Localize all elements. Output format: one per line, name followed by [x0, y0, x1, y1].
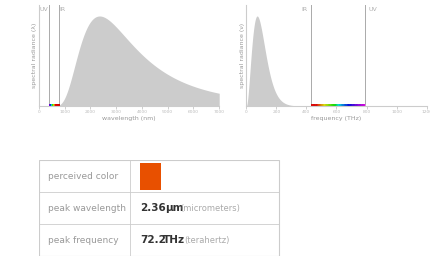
Text: perceived color: perceived color — [48, 172, 118, 181]
Text: UV: UV — [40, 8, 48, 12]
Text: IR: IR — [301, 8, 307, 12]
Text: (terahertz): (terahertz) — [184, 236, 229, 245]
Text: 2.36: 2.36 — [140, 203, 165, 213]
Text: peak wavelength: peak wavelength — [48, 204, 126, 213]
Text: (micrometers): (micrometers) — [180, 204, 240, 213]
Text: THz: THz — [163, 235, 185, 245]
Bar — [39, 160, 279, 256]
X-axis label: wavelength (nm): wavelength (nm) — [102, 116, 156, 121]
Y-axis label: spectral radiance (λ): spectral radiance (λ) — [32, 23, 37, 88]
Text: peak frequency: peak frequency — [48, 236, 119, 245]
Text: μm: μm — [165, 203, 183, 213]
Y-axis label: spectral radiance (ν): spectral radiance (ν) — [240, 23, 244, 88]
Bar — [140, 163, 161, 190]
Text: UV: UV — [367, 8, 376, 12]
X-axis label: frequency (THz): frequency (THz) — [310, 116, 361, 121]
Text: IR: IR — [59, 8, 65, 12]
Text: 72.2: 72.2 — [140, 235, 166, 245]
